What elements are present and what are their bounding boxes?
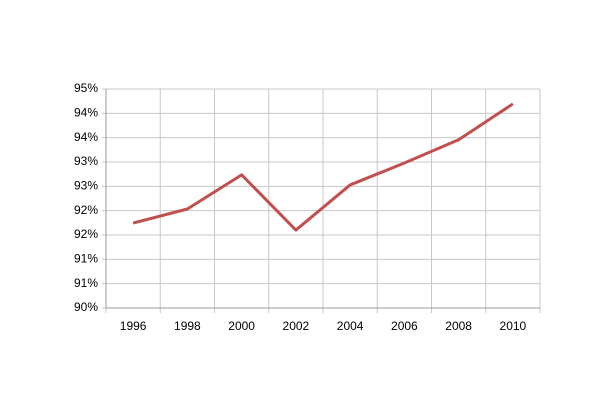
y-tick-label: 92% (74, 227, 98, 241)
y-tick-label: 94% (74, 130, 98, 144)
y-tick-label: 90% (74, 300, 98, 314)
y-tick-label: 91% (74, 252, 98, 266)
x-tick-label: 1998 (174, 319, 201, 333)
y-tick-label: 92% (74, 203, 98, 217)
x-tick-label: 2008 (445, 319, 472, 333)
x-tick-label: 2004 (337, 319, 364, 333)
y-tick-label: 91% (74, 276, 98, 290)
y-tick-label: 93% (74, 154, 98, 168)
x-tick-label: 2000 (228, 319, 255, 333)
y-tick-label: 95% (74, 81, 98, 95)
x-tick-label: 2006 (391, 319, 418, 333)
y-tick-label: 93% (74, 178, 98, 192)
x-tick-label: 2010 (500, 319, 527, 333)
line-series (132, 102, 514, 232)
y-tick-label: 94% (74, 106, 98, 120)
x-tick-label: 2002 (283, 319, 310, 333)
x-tick-label: 1996 (120, 319, 147, 333)
